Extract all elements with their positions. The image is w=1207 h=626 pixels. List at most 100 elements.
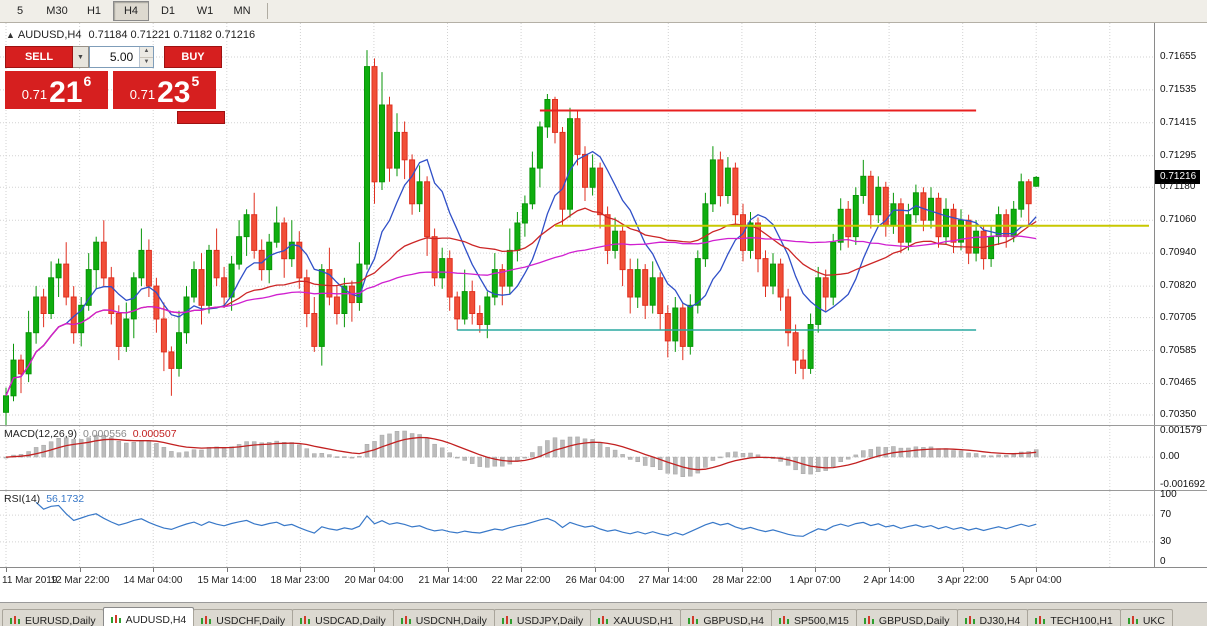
price-axis-label: 0.70350 (1160, 409, 1197, 420)
time-tick (521, 568, 522, 572)
chart-tab-label: USDCAD,Daily (315, 614, 386, 626)
main-chart-panel: ▲ AUDUSD,H4 0.71184 0.71221 0.71182 0.7121… (0, 23, 1207, 425)
sell-price-display[interactable]: 0.71 21 6 (5, 71, 108, 109)
mini-chart-icon (964, 615, 976, 626)
timeframe-button-d1[interactable]: D1 (160, 5, 176, 17)
chart-tab-label: USDCNH,Daily (415, 614, 487, 626)
timeframe-button-5[interactable]: 5 (16, 5, 24, 17)
time-tick (742, 568, 743, 572)
mini-chart-icon (300, 615, 311, 626)
panel-separator[interactable] (0, 425, 1207, 426)
rsi-line (35, 501, 1037, 537)
volume-spinner[interactable]: ▲ ▼ (139, 47, 153, 67)
mini-chart-icon (110, 614, 122, 625)
chart-tab-audusd-h4[interactable]: AUDUSD,H4 (102, 607, 195, 626)
grid (0, 491, 1154, 567)
price-axis-label: 0.70820 (1160, 280, 1197, 292)
sell-price-big: 21 (49, 76, 83, 109)
macd-axis[interactable]: 0.001579 0.00 -0.001692 (1154, 426, 1207, 490)
macd-main-value: 0.000556 (82, 428, 127, 440)
macd-label: MACD(12,26,9) 0.000556 0.000507 (4, 428, 177, 440)
volume-value: 5.00 (109, 50, 134, 64)
mini-chart-icon (1035, 615, 1046, 626)
buy-price-pipette: 5 (191, 73, 200, 89)
chart-plot-area[interactable]: ▲ AUDUSD,H4 0.71184 0.71221 0.71182 0.7121… (0, 23, 1154, 425)
time-axis-label: 20 Mar 04:00 (344, 575, 404, 586)
mini-chart-icon (1127, 615, 1139, 626)
chart-shift-icon: ▲ (6, 30, 15, 40)
price-axis-label: 0.71415 (1160, 116, 1197, 128)
time-axis-label: 1 Apr 07:00 (789, 575, 841, 586)
rsi-chart (0, 491, 1154, 567)
sell-button[interactable]: SELL (5, 46, 73, 68)
chart-tab-usdcad-daily[interactable]: USDCAD,Daily (292, 609, 394, 626)
chart-tab-xauusd-h1[interactable]: XAUUSD,H1 (590, 609, 682, 626)
chart-tab-gbpusd-h4[interactable]: GBPUSD,H4 (680, 609, 773, 626)
time-axis-label: 27 Mar 14:00 (638, 575, 698, 586)
chart-tab-tech100-h1[interactable]: TECH100,H1 (1027, 609, 1121, 626)
time-axis-label: 3 Apr 22:00 (937, 575, 989, 586)
current-price-tag: 0.71216 (1155, 170, 1201, 185)
chart-tab-label: XAUUSD,H1 (613, 614, 674, 626)
price-axis-label: 0.71535 (1160, 83, 1197, 95)
time-axis-label: 21 Mar 14:00 (418, 575, 478, 586)
ma-slow-magenta[interactable] (5, 235, 1037, 397)
ohlc-values: 0.71184 0.71221 0.71182 0.71216 (88, 29, 256, 41)
chevron-down-icon: ▼ (77, 53, 84, 61)
spinner-down-icon[interactable]: ▼ (140, 57, 153, 67)
candlesticks (3, 50, 1040, 425)
time-axis-label: 5 Apr 04:00 (1010, 575, 1062, 586)
macd-plot-area[interactable]: MACD(12,26,9) 0.000556 0.000507 (0, 426, 1154, 490)
rsi-plot-area[interactable]: RSI(14) 56.1732 (0, 491, 1154, 567)
trade-widget-tab[interactable] (177, 111, 225, 124)
price-axis[interactable]: 0.71216 0.71655 0.71535 0.71415 0.71295 0.71… (1154, 23, 1207, 425)
rsi-axis[interactable]: 100 70 30 0 (1154, 489, 1207, 567)
time-tick (80, 568, 81, 572)
ma-fast-blue[interactable] (5, 150, 1037, 397)
time-tick (595, 568, 596, 572)
time-tick (1036, 568, 1037, 572)
timeframe-button-h4[interactable]: H4 (113, 1, 149, 21)
mini-chart-icon (501, 615, 513, 626)
candlestick-chart (0, 23, 1154, 425)
chart-tab-usdchf-daily[interactable]: USDCHF,Daily (193, 609, 294, 626)
timeframe-button-m30[interactable]: M30 (46, 5, 68, 17)
price-axis-label: 0.70940 (1160, 247, 1197, 259)
chart-tab-label: EURUSD,Daily (25, 614, 96, 626)
chart-tab-dj30-h4[interactable]: DJ30,H4 (956, 609, 1029, 626)
mini-chart-icon (863, 615, 875, 626)
timeframe-button-w1[interactable]: W1 (196, 5, 214, 17)
chart-tab-ukc[interactable]: UKC (1119, 609, 1173, 626)
chart-tab-gbpusd-daily[interactable]: GBPUSD,Daily (855, 609, 958, 626)
price-axis-label: 0.71295 (1160, 149, 1197, 161)
buy-price-display[interactable]: 0.71 23 5 (113, 71, 216, 109)
time-tick (815, 568, 816, 572)
timeframe-button-h1[interactable]: H1 (86, 5, 102, 17)
time-tick (374, 568, 375, 572)
time-axis-label: 14 Mar 04:00 (123, 575, 183, 586)
spinner-up-icon[interactable]: ▲ (140, 47, 153, 58)
rsi-axis-label: 100 (1160, 489, 1177, 500)
panel-separator[interactable] (0, 490, 1207, 491)
chart-tab-sp500-m15[interactable]: SP500,M15 (771, 609, 857, 626)
macd-chart (0, 426, 1154, 490)
time-axis[interactable]: 11 Mar 2019 12 Mar 22:00 14 Mar 04:00 15 Ma… (0, 567, 1207, 602)
sell-price-pipette: 6 (83, 73, 92, 89)
mini-chart-icon (688, 615, 699, 626)
time-tick (153, 568, 154, 572)
time-axis-label: 2 Apr 14:00 (863, 575, 915, 586)
mini-chart-icon (598, 615, 609, 626)
chart-tab-usdjpy-daily[interactable]: USDJPY,Daily (493, 609, 592, 626)
symbol-period-label: AUDUSD,H4 (17, 29, 82, 41)
time-axis-label: 26 Mar 04:00 (565, 575, 625, 586)
chart-tab-usdcnh-daily[interactable]: USDCNH,Daily (392, 609, 495, 626)
timeframe-button-mn[interactable]: MN (233, 5, 251, 17)
chart-tab-eurusd-daily[interactable]: EURUSD,Daily (2, 609, 104, 626)
buy-button[interactable]: BUY (164, 46, 222, 68)
time-tick (227, 568, 228, 572)
volume-field[interactable]: 5.00 ▲ ▼ (89, 46, 154, 68)
order-type-dropdown-button[interactable]: ▼ (73, 46, 89, 68)
time-axis-label: 15 Mar 14:00 (197, 575, 257, 586)
one-click-trading-widget: SELL ▼ 5.00 ▲ ▼ BUY 0.71 21 6 0.71 23 5 (5, 46, 227, 124)
